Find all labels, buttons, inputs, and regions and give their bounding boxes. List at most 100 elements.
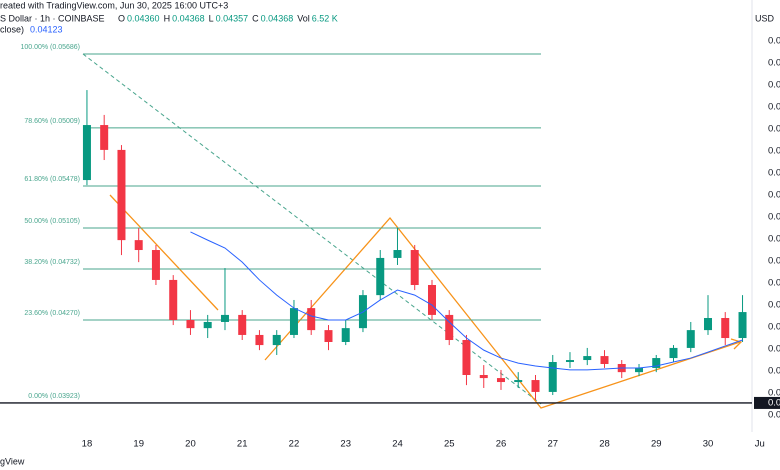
candle-body — [82, 125, 91, 181]
candle-body — [686, 330, 695, 348]
y-tick-label: 0.0 — [768, 300, 780, 311]
candle-body — [479, 374, 488, 379]
candle-body — [496, 378, 505, 383]
candle-body — [255, 334, 264, 346]
candle-body — [100, 125, 109, 150]
fib-trend-line — [82, 53, 542, 405]
zigzag-line — [264, 216, 741, 409]
header: reated with TradingView.com, Jun 30, 202… — [0, 0, 228, 10]
y-tick-label: 0.0 — [768, 168, 780, 179]
candle-body — [272, 334, 281, 346]
x-tick-label: 21 — [237, 439, 248, 450]
candle-body — [583, 356, 592, 361]
candle-body — [600, 356, 609, 364]
y-tick-label: 0.0 — [768, 234, 780, 245]
candle-body — [220, 314, 229, 322]
x-tick-label: 23 — [340, 439, 351, 450]
legend-key: Vol — [297, 13, 310, 23]
fib-level-label: 50.00% (0.05105) — [24, 218, 80, 225]
candle-body — [134, 240, 143, 251]
y-tick-label: 0.0 — [768, 366, 780, 377]
y-tick-label: 0.0 — [768, 190, 780, 201]
x-tick-label: 24 — [392, 439, 403, 450]
candle-body — [721, 318, 730, 339]
fib-level-label: 100.00% (0.05686) — [20, 44, 80, 51]
drawings — [82, 53, 743, 409]
candle-body — [186, 319, 195, 329]
legend-value: 0.04357 — [216, 13, 249, 23]
candle-body — [307, 308, 316, 331]
candle-body — [445, 314, 454, 341]
candle-body — [531, 380, 540, 392]
candle-body — [393, 250, 402, 258]
currency: USD — [755, 13, 775, 23]
x-tick-label: 28 — [599, 439, 610, 450]
y-tick-label: 0.0 — [768, 36, 780, 47]
x-tick-label: 27 — [547, 439, 558, 450]
candle-body — [548, 362, 557, 392]
y-tick-label: 0.0 — [768, 256, 780, 267]
candle-body — [565, 360, 574, 363]
arrow-head — [730, 338, 743, 350]
legend-value: 6.52 K — [312, 13, 338, 23]
y-tick-label: 0.0 — [768, 388, 780, 399]
candle-body — [514, 380, 523, 383]
legend-value: 0.04360 — [127, 13, 160, 23]
legend-key: C — [252, 13, 259, 23]
candle-body — [462, 340, 471, 375]
y-tick-label: 0.0 — [768, 344, 780, 355]
fib-level-label: 0.00% (0.03923) — [28, 393, 80, 400]
candle-body — [376, 257, 385, 296]
candle-body — [203, 321, 212, 329]
x-tick-label: 29 — [651, 439, 662, 450]
axis-tag-box — [754, 396, 780, 409]
candle-body — [669, 347, 678, 359]
candle-body — [151, 250, 160, 280]
legend-key: O — [118, 13, 125, 23]
legend-value: 0.04368 — [261, 13, 294, 23]
legend-key: H — [164, 13, 171, 23]
y-tick-label: 0.0 — [768, 58, 780, 69]
y-tick-label: 0.0 — [768, 212, 780, 223]
watermark: gView — [0, 456, 25, 466]
x-tick-label: 22 — [289, 439, 300, 450]
x-tick-label: 20 — [185, 439, 196, 450]
legend-value: 0.04368 — [172, 13, 205, 23]
moving-average-line — [190, 231, 743, 371]
candle-body — [238, 314, 247, 335]
x-tick-label: 30 — [703, 439, 714, 450]
y-tick-label: 0.0 — [768, 322, 780, 333]
indicator-value: 0.04123 — [30, 24, 63, 34]
candle-body — [410, 250, 419, 286]
y-tick-label: 0.0 — [768, 146, 780, 157]
candle-body — [324, 330, 333, 342]
candle-body — [117, 149, 126, 241]
candle-body — [289, 308, 298, 335]
candle-body — [635, 367, 644, 373]
symbol: S Dollar · 1h · COINBASE — [0, 13, 105, 23]
y-tick-label: 0.0 — [768, 278, 780, 289]
legend-key: L — [209, 13, 214, 23]
y-tick-label: 0.0 — [768, 410, 780, 421]
y-tick-label: 0.0 — [768, 80, 780, 91]
x-tick-label: 26 — [496, 439, 507, 450]
y-tick-label: 0.0 — [768, 102, 780, 113]
x-tick-label: 25 — [444, 439, 455, 450]
fib-level-label: 61.80% (0.05478) — [24, 176, 80, 183]
fib-level-label: 38.20% (0.04732) — [24, 259, 80, 266]
fib-level-label: 23.60% (0.04270) — [24, 310, 80, 317]
candle-body — [169, 279, 178, 320]
x-tick-label: 19 — [133, 439, 144, 450]
candle-body — [427, 285, 436, 315]
candle-body — [652, 358, 661, 368]
indicator-key: close) — [0, 24, 24, 34]
candle-body — [341, 328, 350, 342]
candle-body — [704, 318, 713, 331]
y-tick-label: 0.0 — [768, 124, 780, 135]
x-tick-label: 18 — [82, 439, 93, 450]
fib-level-label: 78.60% (0.05009) — [24, 118, 80, 125]
x-tick-label: Ju — [755, 439, 765, 450]
candle-body — [738, 312, 747, 339]
